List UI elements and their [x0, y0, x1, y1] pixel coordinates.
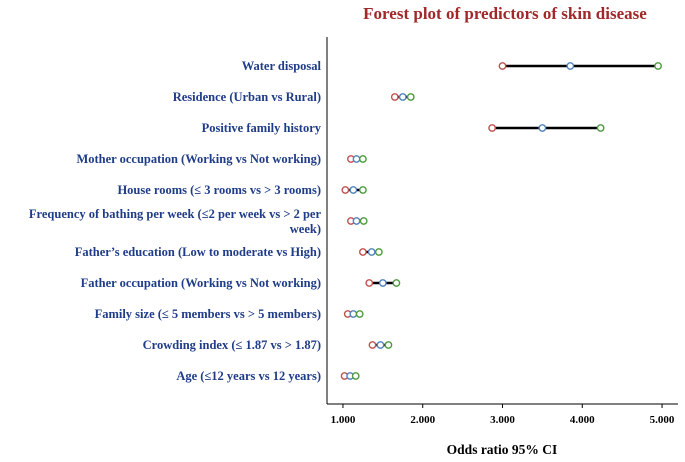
odds-ratio-marker	[349, 310, 358, 318]
row-label: Water disposal	[242, 59, 322, 73]
odds-ratio-marker	[398, 93, 407, 101]
lower-ci-marker	[390, 93, 399, 101]
forest-row: Crowding index (≤ 1.87 vs > 1.87)	[143, 338, 393, 352]
row-label: House rooms (≤ 3 rooms vs > 3 rooms)	[117, 183, 321, 197]
upper-ci-marker	[359, 217, 368, 225]
row-label: Crowding index (≤ 1.87 vs > 1.87)	[143, 338, 321, 352]
forest-row: Father occupation (Working vs Not workin…	[81, 276, 401, 290]
forest-row: House rooms (≤ 3 rooms vs > 3 rooms)	[117, 183, 367, 197]
lower-ci-marker	[368, 341, 377, 349]
odds-ratio-marker	[538, 124, 547, 132]
lower-ci-marker	[498, 62, 507, 70]
upper-ci-marker	[384, 341, 393, 349]
row-label-line: Frequency of bathing per week (≤2 per we…	[29, 207, 322, 221]
x-tick-label: 2.000	[410, 414, 435, 426]
lower-ci-marker	[358, 248, 367, 256]
x-tick-label: 5.000	[650, 414, 675, 426]
row-label: Mother occupation (Working vs Not workin…	[76, 152, 321, 166]
forest-row: Father’s education (Low to moderate vs H…	[75, 245, 383, 259]
upper-ci-marker	[351, 372, 360, 380]
upper-ci-marker	[654, 62, 662, 70]
odds-ratio-marker	[352, 217, 361, 225]
forest-row: Family size (≤ 5 members vs > 5 members)	[95, 307, 364, 321]
x-axis-ticks: 1.000 2.000 3.000 4.000 5.000	[331, 404, 675, 426]
x-tick-label: 3.000	[490, 414, 515, 426]
odds-ratio-marker	[376, 341, 385, 349]
x-tick-label: 4.000	[570, 414, 595, 426]
odds-ratio-marker	[352, 155, 361, 163]
row-label: Father’s education (Low to moderate vs H…	[75, 245, 321, 259]
plot-rows: Water disposal Residence (Urban vs Rural)…	[29, 59, 662, 383]
row-label: Family size (≤ 5 members vs > 5 members)	[95, 307, 321, 321]
forest-row: Age (≤12 years vs 12 years)	[176, 369, 360, 383]
forest-row: Mother occupation (Working vs Not workin…	[76, 152, 367, 166]
upper-ci-marker	[358, 155, 367, 163]
row-label: Frequency of bathing per week (≤2 per we…	[29, 207, 322, 236]
forest-row: Residence (Urban vs Rural)	[173, 90, 415, 104]
forest-row: Positive family history	[202, 121, 605, 135]
upper-ci-marker	[374, 248, 383, 256]
x-tick-label: 1.000	[331, 414, 356, 426]
forest-row: Frequency of bathing per week (≤2 per we…	[29, 207, 368, 236]
row-label: Age (≤12 years vs 12 years)	[176, 369, 321, 383]
odds-ratio-marker	[566, 62, 575, 70]
lower-ci-marker	[365, 279, 374, 287]
plot-axes	[326, 37, 678, 405]
row-label: Father occupation (Working vs Not workin…	[81, 276, 321, 290]
row-label: Residence (Urban vs Rural)	[173, 90, 321, 104]
upper-ci-marker	[392, 279, 401, 287]
upper-ci-marker	[596, 124, 605, 132]
upper-ci-marker	[355, 310, 364, 318]
forest-row: Water disposal	[242, 59, 662, 73]
row-label: Positive family history	[202, 121, 322, 135]
upper-ci-marker	[406, 93, 415, 101]
odds-ratio-marker	[378, 279, 387, 287]
odds-ratio-marker	[367, 248, 376, 256]
odds-ratio-marker	[349, 186, 358, 194]
chart-title: Forest plot of predictors of skin diseas…	[363, 4, 647, 23]
row-label-line: week)	[290, 222, 321, 236]
lower-ci-marker	[341, 186, 350, 194]
upper-ci-marker	[358, 186, 367, 194]
lower-ci-marker	[488, 124, 497, 132]
x-axis-label: Odds ratio 95% CI	[447, 442, 558, 457]
